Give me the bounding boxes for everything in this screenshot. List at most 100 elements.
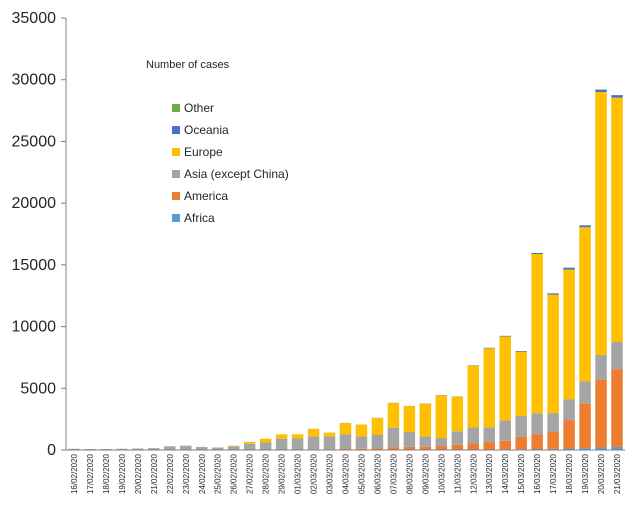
bar-segment-oceania xyxy=(515,351,527,352)
bar-segment-europe xyxy=(467,365,480,428)
legend-label: Africa xyxy=(184,211,215,225)
x-tick-label: 29/02/2020 xyxy=(278,453,287,494)
bar-segment-asia-except-china xyxy=(499,420,511,441)
bar-segment-america xyxy=(563,420,575,449)
bar-stack xyxy=(227,445,240,450)
bar-segment-asia-except-china xyxy=(323,436,336,450)
bar-segment-america xyxy=(467,443,480,450)
x-tick-label: 22/02/2020 xyxy=(166,453,175,494)
x-tick-label: 13/03/2020 xyxy=(485,453,494,494)
bar-stack xyxy=(339,422,352,450)
bar-segment-europe xyxy=(451,396,464,432)
x-tick-label: 04/03/2020 xyxy=(342,453,351,494)
bar-stack xyxy=(611,95,623,450)
y-tick-label: 20000 xyxy=(12,195,57,212)
bar-stack xyxy=(116,448,128,450)
bar-segment-europe xyxy=(403,406,416,432)
legend-label: Asia (except China) xyxy=(184,167,289,181)
y-axis-ticks: 0 5000 10000 15000 20000 25000 30000 35000 xyxy=(12,10,66,459)
bar-stack xyxy=(259,438,272,450)
x-tick-label: 26/02/2020 xyxy=(230,453,239,494)
bar-segment-europe xyxy=(307,429,320,437)
bar-segment-europe xyxy=(227,445,240,447)
x-tick-label: 27/02/2020 xyxy=(246,453,255,494)
bar-segment-asia-except-china xyxy=(275,438,288,450)
bar-segment-asia-except-china xyxy=(611,342,623,370)
bar-segment-europe xyxy=(339,423,352,435)
bar-segment-europe xyxy=(323,432,336,437)
bar-segment-asia-except-china xyxy=(451,431,464,445)
x-tick-label: 21/03/2020 xyxy=(613,453,622,494)
legend-label: America xyxy=(184,189,228,203)
bar-stack xyxy=(435,395,448,450)
bar-segment-america xyxy=(435,446,448,450)
legend-label: Other xyxy=(184,101,214,115)
x-tick-label: 16/02/2020 xyxy=(70,453,79,494)
bar-segment-europe xyxy=(611,97,623,342)
bar-stack xyxy=(595,89,607,450)
bar-stack xyxy=(291,434,304,450)
x-tick-label: 08/03/2020 xyxy=(405,453,414,494)
bar-segment-america xyxy=(547,431,559,449)
bar-stack xyxy=(451,396,464,450)
bar-segment-america xyxy=(531,434,543,450)
x-tick-label: 05/03/2020 xyxy=(357,453,366,494)
bar-segment-asia-except-china xyxy=(403,431,416,447)
x-tick-label: 17/02/2020 xyxy=(86,453,95,494)
bar-segment-africa xyxy=(563,448,575,450)
bar-stack xyxy=(499,335,511,450)
x-tick-label: 25/02/2020 xyxy=(214,453,223,494)
bar-segment-america xyxy=(611,369,623,447)
bar-segment-asia-except-china xyxy=(211,447,224,450)
legend-label: Oceania xyxy=(184,123,229,137)
x-tick-label: 12/03/2020 xyxy=(469,453,478,494)
bar-segment-asia-except-china xyxy=(515,415,527,437)
bar-segment-asia-except-china xyxy=(68,448,80,450)
x-tick-label: 03/03/2020 xyxy=(326,453,335,494)
bar-stack xyxy=(515,351,527,450)
bar-segment-europe xyxy=(259,438,272,443)
x-tick-label: 28/02/2020 xyxy=(262,453,271,494)
legend-swatch xyxy=(172,126,180,134)
bar-segment-asia-except-china xyxy=(148,448,160,450)
bar-stack xyxy=(531,253,543,450)
bar-segment-europe xyxy=(435,395,448,439)
x-tick-label: 18/03/2020 xyxy=(565,453,574,494)
bar-segment-oceania xyxy=(563,267,575,270)
bar-segment-asia-except-china xyxy=(291,438,304,450)
bar-segment-asia-except-china xyxy=(259,442,272,450)
bar-stack xyxy=(323,432,336,450)
y-tick-label: 35000 xyxy=(12,10,57,27)
bar-segment-oceania xyxy=(611,95,623,98)
x-tick-label: 23/02/2020 xyxy=(182,453,191,494)
bar-segment-europe xyxy=(291,434,304,439)
bar-segment-asia-except-china xyxy=(563,399,575,421)
bar-segment-asia-except-china xyxy=(196,446,208,450)
bar-stack xyxy=(307,428,320,450)
bar-stack xyxy=(211,447,224,450)
legend-swatch xyxy=(172,170,180,178)
bar-segment-america xyxy=(387,447,400,450)
bar-stack xyxy=(196,446,208,450)
bar-segment-europe xyxy=(371,417,384,435)
bar-segment-america xyxy=(355,448,368,450)
x-tick-label: 21/02/2020 xyxy=(150,453,159,494)
bar-segment-america xyxy=(515,436,527,450)
bar-segment-europe xyxy=(515,351,527,416)
x-tick-label: 02/03/2020 xyxy=(310,453,319,494)
bar-segment-america xyxy=(371,448,384,450)
bar-stack xyxy=(403,405,416,450)
bar-segment-asia-except-china xyxy=(387,427,400,448)
x-tick-label: 09/03/2020 xyxy=(421,453,430,494)
bar-segment-america xyxy=(403,446,416,450)
y-tick-label: 5000 xyxy=(20,380,56,397)
bar-segment-asia-except-china xyxy=(531,413,543,435)
bar-segment-asia-except-china xyxy=(116,448,128,450)
bar-stack xyxy=(371,417,384,450)
bar-segment-europe xyxy=(531,254,543,414)
bar-segment-america xyxy=(451,444,464,450)
bar-segment-africa xyxy=(611,446,623,450)
y-tick-label: 25000 xyxy=(12,133,57,150)
bar-stack xyxy=(355,424,368,450)
